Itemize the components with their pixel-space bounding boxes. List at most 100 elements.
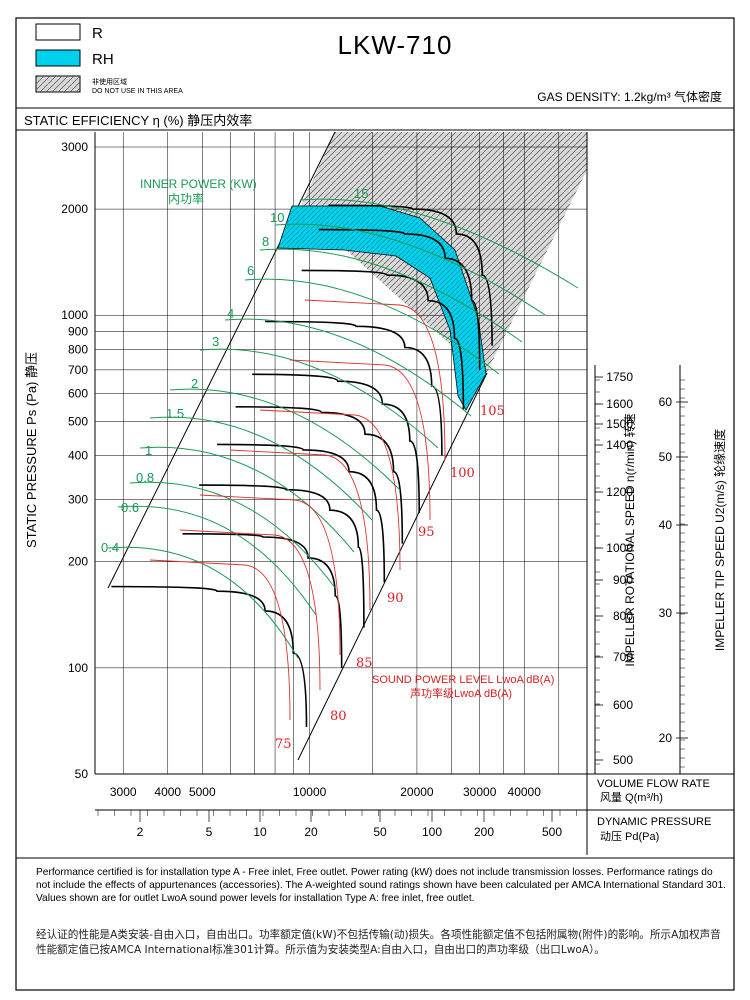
rpm-tick-label: 500 — [613, 753, 633, 767]
legend: R RH 非使用区域 DO NOT USE IN THIS AREA — [35, 23, 183, 95]
dp-axis-label-en: DYNAMIC PRESSURE — [597, 816, 711, 828]
dp-tick-label: 100 — [422, 825, 442, 839]
legend-label-r: R — [92, 25, 103, 42]
dp-tick-label: 20 — [304, 825, 318, 839]
y-tick-label: 2000 — [61, 202, 88, 216]
flow-axis-label-cn: 风量 Q(m³/h) — [600, 791, 663, 804]
sound-curve — [304, 299, 446, 461]
power-value-label: 4 — [227, 306, 234, 321]
dp-tick-label: 10 — [253, 825, 267, 839]
power-curve — [129, 481, 337, 590]
power-value-label: 2 — [191, 376, 198, 391]
speed-axis-label: IMPELLER ROTATIONAL SPEED n(r/min) 转速 — [622, 413, 637, 666]
power-curve — [199, 348, 439, 449]
tip-tick-label: 30 — [659, 606, 673, 620]
power-value-label: 0.4 — [101, 540, 119, 555]
rpm-tick-label: 1000 — [606, 541, 633, 555]
y-tick-label: 600 — [68, 386, 88, 400]
x-tick-label: 3000 — [110, 785, 137, 799]
y-tick-label: 200 — [68, 555, 88, 569]
tip-axis-label: IMPELLER TIP SPEED U2(m/s) 轮缘速度 — [712, 429, 727, 651]
dp-tick-label: 5 — [206, 825, 213, 839]
sound-curve — [289, 359, 431, 521]
power-value-label: 1.5 — [166, 406, 184, 421]
flow-axis-label-en: VOLUME FLOW RATE — [597, 778, 710, 790]
sound-curve — [179, 529, 321, 691]
legend-label-rh: RH — [92, 51, 114, 68]
y-tick-label: 900 — [68, 324, 88, 338]
model-title: LKW-710 — [338, 30, 453, 60]
sound-curve — [259, 409, 401, 571]
rpm-tick-label: 1200 — [606, 485, 633, 499]
sound-value-label: 80 — [330, 709, 347, 724]
power-value-label: 3 — [212, 334, 219, 349]
power-curve — [149, 416, 373, 521]
sound-curve — [199, 494, 341, 656]
dp-tick-label: 500 — [542, 825, 562, 839]
power-curve — [169, 388, 401, 491]
fan-curve-1600 — [318, 228, 481, 370]
y-tick-label: 3000 — [61, 140, 88, 154]
y-tick-label: 400 — [68, 449, 88, 463]
y-tick-label: 700 — [68, 363, 88, 377]
power-curve — [259, 248, 523, 343]
dp-axis-label-cn: 动压 Pd(Pa) — [600, 830, 659, 843]
curves — [107, 198, 579, 727]
sound-value-label: 85 — [356, 656, 373, 671]
x-tick-label: 20000 — [400, 785, 434, 799]
y-tick-label: 1000 — [61, 308, 88, 322]
x-tick-label: 5000 — [189, 785, 216, 799]
right-boundary-line — [297, 372, 488, 761]
power-value-label: 15 — [354, 186, 368, 201]
power-curve — [117, 505, 317, 616]
power-title-en: INNER POWER (KW) — [140, 177, 257, 191]
y-tick-label: 800 — [68, 342, 88, 356]
rpm-tick-label: 900 — [613, 573, 633, 587]
tip-tick-label: 40 — [659, 518, 673, 532]
gas-density: GAS DENSITY: 1.2kg/m³ 气体密度 — [537, 89, 722, 104]
tip-tick-label: 50 — [659, 450, 673, 464]
rh-zone — [277, 205, 487, 411]
y-tick-label: 500 — [68, 414, 88, 428]
power-curve — [244, 278, 500, 375]
sound-title-cn: 声功率级LwoA dB(A) — [410, 686, 512, 700]
rh-hatch — [278, 206, 486, 410]
sound-value-label: 100 — [450, 466, 475, 481]
y-tick-label: 300 — [68, 493, 88, 507]
x-tick-label: 40000 — [508, 785, 542, 799]
dp-tick-label: 50 — [373, 825, 387, 839]
efficiency-header: STATIC EFFICIENCY η (%) 静压内效率 — [24, 113, 252, 128]
sound-value-label: 90 — [387, 591, 404, 606]
fan-curve-1200 — [265, 320, 443, 456]
x-tick-label: 10000 — [293, 785, 327, 799]
fan-curve-800 — [217, 443, 386, 583]
sound-value-label: 105 — [480, 404, 505, 419]
dp-tick-label: 2 — [137, 825, 144, 839]
outer-frame — [15, 17, 735, 991]
power-title-cn: 内功率 — [168, 191, 204, 206]
tip-tick-label: 60 — [659, 395, 673, 409]
power-curve — [274, 223, 546, 316]
rpm-tick-label: 1600 — [606, 397, 633, 411]
rpm-tick-label: 1500 — [606, 417, 633, 431]
power-value-label: 1 — [145, 443, 152, 458]
sound-value-label: 95 — [418, 525, 435, 540]
y-tick-label: 50 — [75, 767, 89, 781]
sound-value-label: 75 — [275, 737, 292, 752]
power-curve — [139, 446, 355, 553]
fan-curve-700 — [199, 484, 365, 628]
fan-curve-1000 — [252, 373, 421, 513]
sound-curve — [229, 449, 371, 611]
power-curve — [107, 546, 299, 659]
rpm-tick-label: 1750 — [606, 370, 633, 384]
legend-swatch-rh — [35, 49, 81, 67]
power-curve — [224, 318, 472, 417]
fan-curve-900 — [235, 405, 404, 544]
power-value-label: 8 — [262, 234, 269, 249]
power-title: INNER POWER (KW)内功率 — [140, 177, 257, 206]
power-value-label: 0.8 — [136, 470, 154, 485]
fan-curve-600 — [182, 532, 343, 668]
x-tick-label: 4000 — [154, 785, 181, 799]
